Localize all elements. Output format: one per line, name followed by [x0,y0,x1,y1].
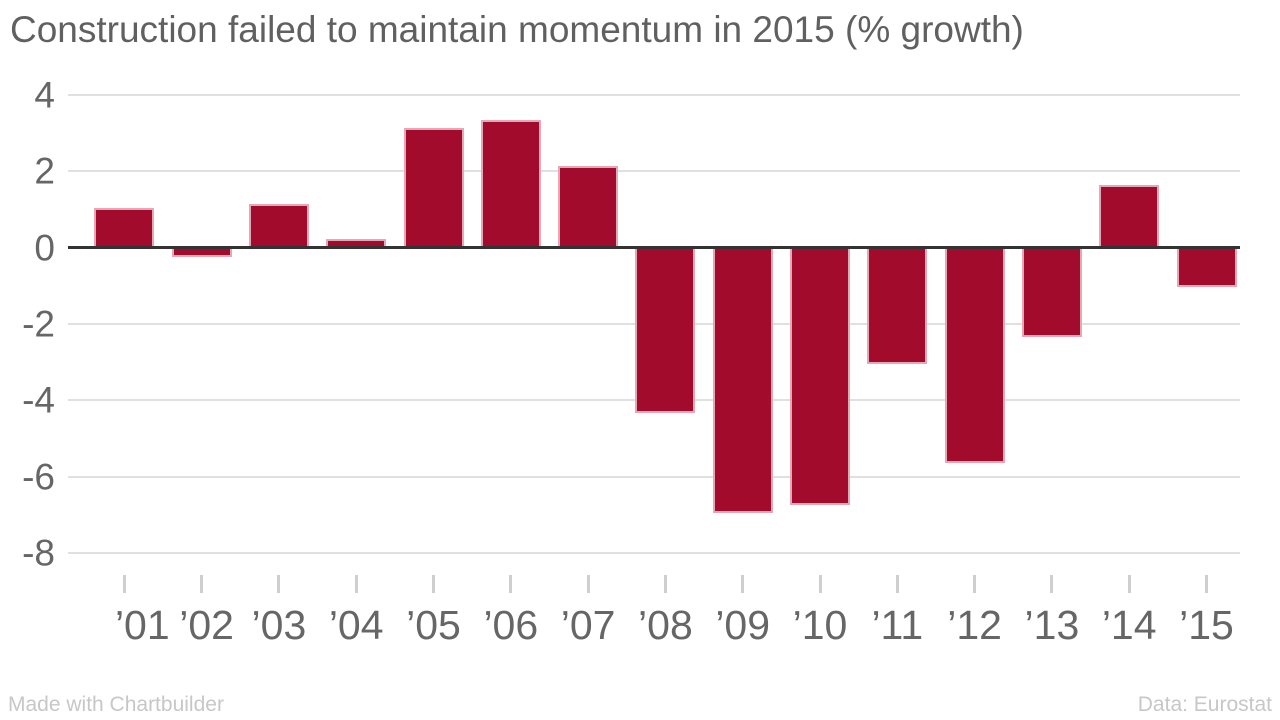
x-tick-mark [663,575,667,593]
x-tick-mark [432,575,435,593]
bar [94,208,155,249]
y-tick-label: -4 [22,379,55,421]
bar [712,247,773,513]
y-tick-label: 4 [34,74,55,116]
x-tick-label: ’08 [638,602,693,648]
x-tick-label: ’13 [1024,602,1080,648]
y-tick-label: 0 [34,227,55,269]
bar [1021,247,1082,337]
bar [248,204,309,249]
zero-line [68,246,1240,250]
plot-area: 4 2 0 -2 -4 -6 -8 ’01’02 ’03 ’04 ’05 ’06 ’07 ’08 ’09 ’1… [22,77,1240,648]
x-tick-mark [277,575,281,593]
x-tick-mark [741,575,745,593]
x-tick-label: ’05 [406,602,461,648]
y-tick-label: -6 [22,456,55,498]
x-tick-mark [509,575,513,593]
x-tick-mark [586,575,590,593]
gridline [68,94,1240,96]
bar [790,247,850,505]
x-tick-mark [354,575,358,593]
x-tick-mark [818,575,822,593]
y-tick-label: -8 [22,532,55,574]
x-tick-label: ’01 [114,602,170,648]
x-tick-label: ’04 [328,602,384,648]
chartbuilder-credit: Made with Chartbuilder [8,693,224,716]
bar [480,120,541,249]
x-tick-mark [1205,575,1208,593]
gridline [68,552,1240,554]
x-tick-mark [122,575,126,593]
y-tick-label: -2 [22,303,55,345]
x-tick-mark [1127,575,1131,593]
x-tick-label: ’03 [251,602,307,648]
gridline [68,475,1240,478]
x-tick-label: ’11 [871,602,924,648]
x-tick-mark [973,575,977,593]
bar [1176,247,1237,288]
x-tick-mark [895,575,899,593]
data-source-label: Data: Eurostat [1137,693,1272,716]
x-tick-label: ’12 [947,602,1002,648]
x-tick-label: ’02 [179,602,234,648]
x-tick-label: ’07 [560,602,616,648]
x-tick-label: ’10 [792,602,848,648]
bar [1099,185,1160,249]
bar [403,127,464,249]
bar [944,247,1005,463]
x-tick-label: ’14 [1101,602,1157,648]
x-tick-mark [200,575,204,593]
x-tick-label: ’09 [715,602,771,648]
y-tick-label: 2 [34,150,55,192]
x-tick-label: ’15 [1179,602,1234,648]
bar [867,247,928,364]
gridline [68,170,1240,173]
x-tick-label: ’06 [483,602,539,648]
chart-title: Construction failed to maintain momentum… [10,9,1024,50]
bar [635,247,696,414]
x-tick-mark [1050,575,1054,593]
bar [558,166,619,249]
